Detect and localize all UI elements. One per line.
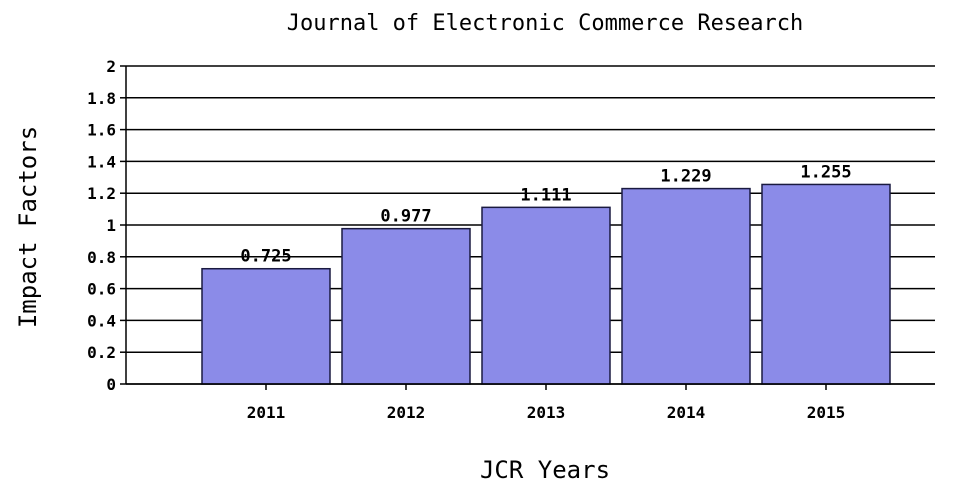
data-label-2014: 1.229 <box>660 167 711 187</box>
x-tick-label-2015: 2015 <box>807 403 846 422</box>
data-label-2012: 0.977 <box>380 207 431 227</box>
y-tick-label: 0.4 <box>87 311 116 330</box>
data-label-2011: 0.725 <box>240 247 291 267</box>
bar-2013 <box>481 206 611 385</box>
y-tick-label: 1 <box>106 216 116 235</box>
y-tick-label: 0 <box>106 375 116 394</box>
x-tick-label-2014: 2014 <box>667 403 706 422</box>
y-tick-label: 0.6 <box>87 280 116 299</box>
y-tick-label: 2 <box>106 57 116 76</box>
y-tick-label: 1.6 <box>87 121 116 140</box>
labels: 0 0.2 0.4 0.6 0.8 1 1.2 1.4 1.6 1.8 2 0.725 2011 0.97… <box>87 57 852 422</box>
y-tick-label: 1.8 <box>87 89 116 108</box>
y-axis-label: Impact Factors <box>14 126 42 328</box>
x-tick-label-2011: 2011 <box>247 403 286 422</box>
data-label-2013: 1.111 <box>520 185 571 205</box>
x-axis-label: JCR Years <box>480 456 610 483</box>
chart-title: Journal of Electronic Commerce Research <box>287 11 804 36</box>
bar-2014 <box>621 187 751 385</box>
y-tick-label: 1.2 <box>87 184 116 203</box>
y-tick-label: 1.4 <box>87 152 116 171</box>
bar-2011 <box>201 267 331 385</box>
y-tick-label: 0.8 <box>87 248 116 267</box>
bars <box>201 183 891 385</box>
y-tick-label: 0.2 <box>87 343 116 362</box>
bar-2015 <box>761 183 891 385</box>
data-label-2015: 1.255 <box>800 162 851 182</box>
x-tick-label-2012: 2012 <box>387 403 426 422</box>
x-tick-label-2013: 2013 <box>527 403 566 422</box>
bar-2012 <box>341 227 471 385</box>
axes <box>120 65 935 390</box>
